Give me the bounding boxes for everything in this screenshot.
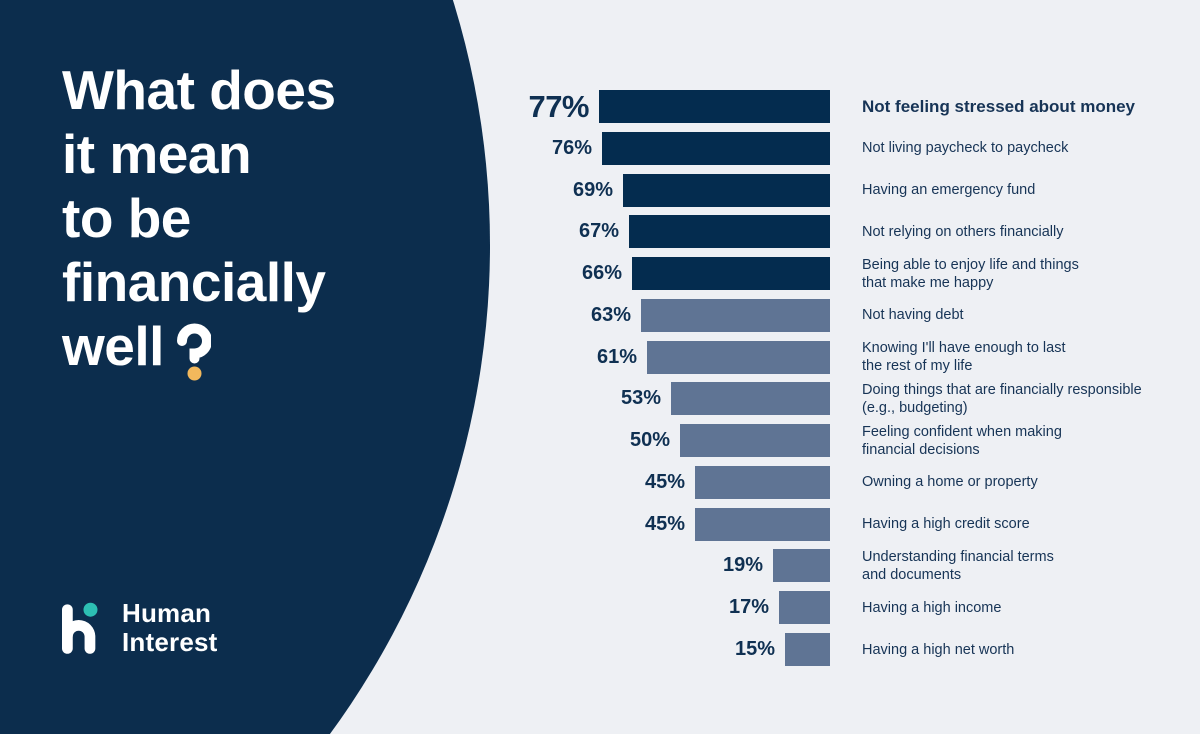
bar-value: 15% xyxy=(734,638,775,660)
bar xyxy=(602,131,830,165)
bar-group: 61% xyxy=(596,340,830,374)
bar-label: Owning a home or property xyxy=(862,474,1038,491)
bar-group: 69% xyxy=(572,173,830,207)
bar-value: 45% xyxy=(644,470,685,493)
bar-value: 67% xyxy=(578,220,619,243)
bar xyxy=(599,90,830,123)
bar-row: 63% Not having debt xyxy=(0,298,1200,332)
bar-row: 19% Understanding financial terms and do… xyxy=(0,548,1200,583)
bar-value: 61% xyxy=(596,345,637,368)
bar-row: 15% Having a high net worth xyxy=(0,633,1200,666)
bar-value: 45% xyxy=(644,512,685,535)
bar xyxy=(773,549,830,583)
bar-row: 76% Not living paycheck to paycheck xyxy=(0,131,1200,165)
bar-value: 50% xyxy=(629,429,670,452)
bar-group: 50% xyxy=(629,424,830,458)
bar-label: Being able to enjoy life and things that… xyxy=(862,256,1079,291)
logo-word-human: Human xyxy=(122,598,212,628)
title-line: it mean xyxy=(62,123,252,185)
bar-label: Having a high credit score xyxy=(862,516,1030,533)
title-word-well: well xyxy=(62,315,164,377)
bar-label: Having an emergency fund xyxy=(862,182,1036,199)
bar-row: 45% Having a high credit score xyxy=(0,507,1200,541)
bar xyxy=(695,507,830,541)
bar-row: 45% Owning a home or property xyxy=(0,465,1200,499)
bar-value: 69% xyxy=(572,178,613,201)
page-title: What does it mean to be financially well xyxy=(62,58,336,381)
bar-row: 66% Being able to enjoy life and things … xyxy=(0,256,1200,291)
bar xyxy=(671,382,830,416)
bar xyxy=(779,591,830,625)
bar-row: 77% Not feeling stressed about money xyxy=(0,88,1200,124)
bar xyxy=(641,298,830,332)
human-interest-logo-icon xyxy=(62,602,98,654)
bar-group: 63% xyxy=(590,298,830,332)
bar-group: 17% xyxy=(728,591,830,625)
bar-row: 67% Not relying on others financially xyxy=(0,215,1200,249)
human-interest-logo: Human Interest xyxy=(62,599,218,657)
bar xyxy=(647,340,830,374)
bar-group: 45% xyxy=(644,507,830,541)
bar-label: Not living paycheck to paycheck xyxy=(862,140,1069,157)
bar-group: 45% xyxy=(644,465,830,499)
bar-group: 66% xyxy=(581,257,830,291)
bar-row: 61% Knowing I'll have enough to last the… xyxy=(0,340,1200,375)
bar-value: 66% xyxy=(581,262,622,285)
bar-label: Doing things that are financially respon… xyxy=(862,381,1142,416)
bar-label: Knowing I'll have enough to last the res… xyxy=(862,340,1066,375)
bar-value: 76% xyxy=(551,136,592,159)
bar-group: 67% xyxy=(578,215,830,249)
bar-value: 63% xyxy=(590,303,631,326)
bar-group: 19% xyxy=(722,549,830,583)
bar-row: 50% Feeling confident when making financ… xyxy=(0,423,1200,458)
bar-label: Having a high net worth xyxy=(862,641,1015,658)
bar-row: 69% Having an emergency fund xyxy=(0,173,1200,207)
bar-row: 17% Having a high income xyxy=(0,591,1200,625)
bar-label: Not feeling stressed about money xyxy=(862,96,1135,116)
bar xyxy=(632,257,830,291)
bar-group: 15% xyxy=(735,633,830,666)
bar-label: Having a high income xyxy=(862,599,1002,616)
bar-label: Not having debt xyxy=(862,307,964,324)
bar xyxy=(695,465,830,499)
bar xyxy=(629,215,830,249)
title-line: What does xyxy=(62,59,336,121)
bar-value: 17% xyxy=(728,596,769,619)
title-line: financially xyxy=(62,251,326,313)
bar-group: 76% xyxy=(551,131,830,165)
question-mark-icon xyxy=(176,323,211,381)
bar-label: Feeling confident when making financial … xyxy=(862,423,1062,458)
bar-group: 77% xyxy=(528,88,830,124)
bar-group: 53% xyxy=(620,382,830,416)
bar-value: 77% xyxy=(528,88,589,124)
bar-label: Understanding financial terms and docume… xyxy=(862,548,1054,583)
logo-wordmark: Human Interest xyxy=(122,599,218,657)
bar-row: 53% Doing things that are financially re… xyxy=(0,381,1200,416)
bar xyxy=(785,633,830,666)
bar-value: 19% xyxy=(722,554,763,577)
title-line: to be xyxy=(62,187,191,249)
bar xyxy=(680,424,830,458)
bar xyxy=(623,173,830,207)
logo-word-interest: Interest xyxy=(122,627,218,657)
bar-chart: 77% Not feeling stressed about money 76%… xyxy=(0,88,1200,672)
bar-value: 53% xyxy=(620,387,661,410)
bar-label: Not relying on others financially xyxy=(862,223,1064,240)
title-line: well xyxy=(62,314,336,381)
